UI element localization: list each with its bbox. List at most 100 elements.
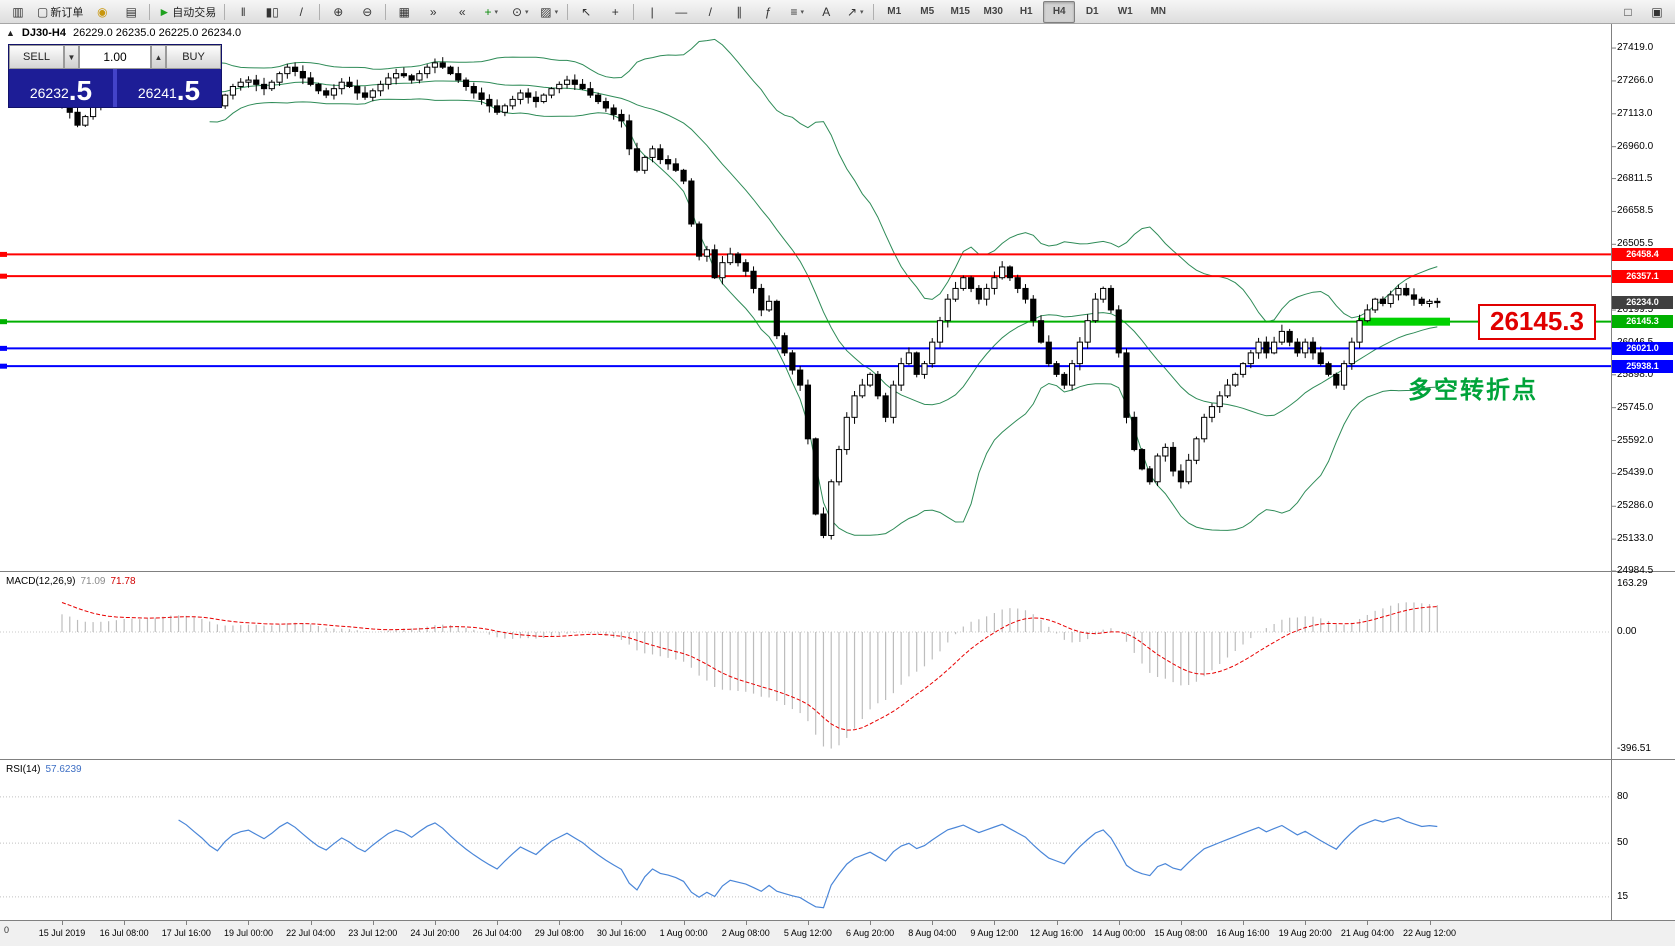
periods-icon[interactable]: ⊙ ▾: [506, 1, 534, 23]
rsi-axis-label: 80: [1617, 790, 1629, 802]
annotation-text[interactable]: 多空转折点: [1408, 377, 1538, 404]
hline-price-badge[interactable]: 26021.0: [1612, 341, 1673, 355]
toolbar: ▥ ▢ 新订单 ◉ ▤ ► 自动交易 ‖ ▮▯ / ⊕ ⊖ ▦» «+ ▾ ⊙ ▾ ▨ ▾ ↖ + | — / ∥ ƒ ≡ ▾ A ↗ ▾ M…: [0, 0, 1675, 24]
volume-input[interactable]: 1.00: [79, 45, 151, 69]
time-axis-tick: [1243, 921, 1245, 925]
zoom-in-icon[interactable]: ⊕: [324, 1, 352, 23]
current-price-badge: 26234.0: [1612, 296, 1673, 310]
arrow-tool-icon-dropdown[interactable]: ▾: [860, 8, 864, 16]
time-axis-label: 8 Aug 04:00: [908, 928, 957, 938]
time-axis-tick: [1367, 921, 1369, 925]
print-icon: ▤: [125, 4, 138, 19]
chart-shift-icon: «: [458, 4, 466, 19]
auto-scroll-icon[interactable]: »: [419, 1, 447, 23]
toolbar-separator: [149, 3, 151, 20]
price-axis-tick: 25286.0: [1617, 500, 1654, 512]
text-tool-icon[interactable]: A: [812, 1, 840, 23]
price-axis[interactable]: 27419.0 27266.0 27113.0 26960.0 26811.5 26658…: [1612, 0, 1675, 946]
chart-screenshot-icon[interactable]: ◉: [88, 1, 116, 23]
chart-window-icon[interactable]: ▥: [4, 1, 32, 23]
timeframe-m30[interactable]: M30: [983, 6, 1003, 17]
buy-button[interactable]: BUY: [166, 45, 221, 69]
shapes-tool-icon[interactable]: ≡ ▾: [783, 1, 811, 23]
rsi-axis-label: 15: [1617, 890, 1629, 902]
chart-screenshot-icon: ◉: [97, 4, 108, 19]
time-axis-label: 22 Aug 12:00: [1402, 928, 1457, 938]
hline-price-badge[interactable]: 26145.3: [1612, 315, 1673, 329]
timeframe-w1[interactable]: W1: [1117, 6, 1133, 17]
candlestick-chart-icon[interactable]: ▮▯: [258, 1, 286, 23]
toolbar-separator: [873, 3, 875, 20]
time-axis-tick: [932, 921, 934, 925]
time-axis-label: 24 Jul 20:00: [410, 928, 460, 938]
one-click-collapse-icon[interactable]: ▲: [6, 28, 15, 38]
arrow-tool-icon[interactable]: ↗ ▾: [841, 1, 869, 23]
autotrading-button[interactable]: ► 自动交易: [158, 4, 217, 19]
time-axis-tick: [497, 921, 499, 925]
navigator-panel-icon[interactable]: ▣: [1643, 1, 1671, 23]
data-window-icon: □: [1624, 4, 1632, 19]
timeframe-h4[interactable]: H4: [1043, 0, 1076, 23]
auto-scroll-icon: »: [429, 4, 437, 19]
bar-chart-icon[interactable]: ‖: [229, 1, 257, 23]
sell-button[interactable]: SELL: [9, 45, 64, 69]
timeframe-m1[interactable]: M1: [887, 6, 902, 17]
volume-decrease-button[interactable]: ▼: [64, 45, 79, 69]
equidistant-channel-tool-icon[interactable]: ∥: [725, 1, 753, 23]
price-axis-tick: 26960.0: [1617, 140, 1654, 152]
price-callout-label[interactable]: 26145.3: [1478, 304, 1596, 340]
arrow-tool-icon: ↗: [846, 4, 857, 19]
hline-price-badge[interactable]: 26458.4: [1612, 247, 1673, 261]
time-axis-label: 15 Jul 2019: [38, 928, 86, 938]
templates-icon-dropdown[interactable]: ▾: [554, 8, 559, 16]
timeframe-mn[interactable]: MN: [1150, 6, 1167, 17]
highlight-zone[interactable]: [1358, 317, 1450, 326]
time-axis-label: 19 Jul 00:00: [223, 928, 273, 938]
periods-icon-dropdown[interactable]: ▾: [525, 8, 529, 16]
buy-price[interactable]: 26241.5: [117, 69, 221, 107]
hline-price-badge[interactable]: 25938.1: [1612, 359, 1673, 373]
vertical-line-tool-icon[interactable]: |: [638, 1, 666, 23]
time-axis-label: 14 Aug 00:00: [1092, 928, 1146, 938]
line-chart-icon[interactable]: /: [287, 1, 315, 23]
one-click-trading-panel: SELL ▼ 1.00 ▲ BUY 26232.5 26241.5: [8, 44, 222, 108]
templates-icon[interactable]: ▨ ▾: [535, 1, 563, 23]
horizontal-lines[interactable]: [0, 251, 1612, 369]
rsi-line: [178, 816, 1438, 909]
tile-windows-icon[interactable]: ▦: [390, 1, 418, 23]
indicators-icon-dropdown[interactable]: ▾: [494, 8, 498, 16]
timeframe-m15[interactable]: M15: [950, 6, 970, 17]
macd-axis-label: -396.51: [1617, 742, 1651, 754]
trendline-tool-icon[interactable]: /: [696, 1, 724, 23]
indicators-icon[interactable]: + ▾: [477, 1, 505, 23]
chart-shift-icon[interactable]: «: [448, 1, 476, 23]
timeframe-h1[interactable]: H1: [1019, 6, 1033, 17]
zero-label: 0: [4, 925, 10, 935]
volume-increase-button[interactable]: ▲: [151, 45, 166, 69]
print-icon[interactable]: ▤: [117, 1, 145, 23]
sell-price[interactable]: 26232.5: [9, 69, 113, 107]
time-axis-tick: [310, 921, 312, 925]
navigator-panel-icon: ▣: [1651, 4, 1663, 19]
autotrading-button: ►: [158, 4, 171, 19]
new-order-button[interactable]: ▢ 新订单: [37, 4, 84, 19]
time-axis-label: 16 Aug 16:00: [1216, 928, 1270, 938]
cursor-icon[interactable]: ↖: [572, 1, 600, 23]
timeframe-d1[interactable]: D1: [1085, 6, 1099, 17]
spread-divider: [113, 69, 117, 107]
time-axis-tick: [621, 921, 623, 925]
timeframe-m5[interactable]: M5: [920, 6, 935, 17]
price-axis-tick: 25439.0: [1617, 467, 1654, 479]
crosshair-icon[interactable]: +: [601, 1, 629, 23]
hline-price-badge[interactable]: 26357.1: [1612, 269, 1673, 283]
zoom-out-icon[interactable]: ⊖: [353, 1, 381, 23]
time-axis-tick: [124, 921, 126, 925]
shapes-tool-icon-dropdown[interactable]: ▾: [800, 8, 804, 16]
fibonacci-tool-icon[interactable]: ƒ: [754, 1, 782, 23]
price-axis-tick: 25745.0: [1617, 401, 1654, 413]
macd-signal-line: [61, 602, 1438, 731]
time-axis[interactable]: 15 Jul 2019 16 Jul 08:00 17 Jul 16:00 19 Ju…: [0, 920, 1675, 946]
data-window-icon[interactable]: □: [1614, 1, 1642, 23]
horizontal-line-tool-icon[interactable]: —: [667, 1, 695, 23]
